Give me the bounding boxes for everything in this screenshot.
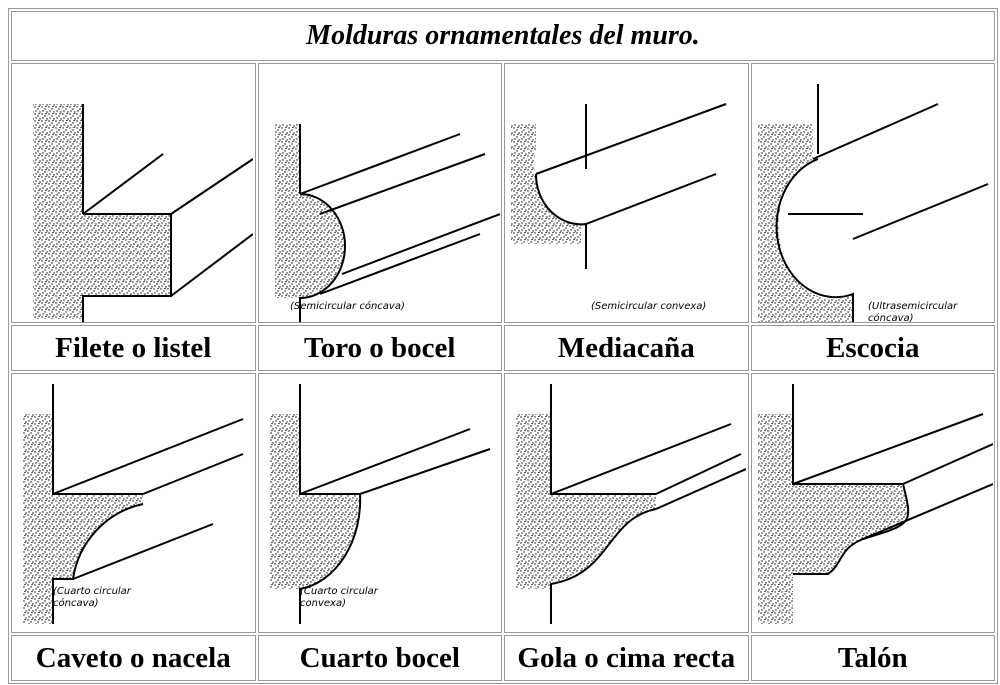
image-row: (Cuarto circular cóncava) (Cuarto circular… [11, 373, 995, 633]
molding-label: Talón [750, 635, 995, 681]
outline [812, 103, 939, 160]
label-row: Filete o listel Toro o bocel Mediacaña Esco… [11, 325, 995, 371]
stipple-fill [516, 414, 657, 589]
drawing-note: cóncava) [868, 312, 914, 322]
molding-drawing: (Semicircular cóncava) [274, 124, 500, 322]
outline [72, 523, 214, 580]
outline [775, 158, 854, 322]
drawing-note: convexa) [300, 598, 346, 609]
molding-label: Filete o listel [11, 325, 256, 371]
title-row: Molduras ornamentales del muro. [11, 11, 995, 61]
outline [319, 233, 481, 295]
image-cell: (Cuarto circular cóncava) [11, 373, 256, 633]
outline [791, 384, 903, 485]
outline [319, 153, 486, 215]
outline [170, 158, 254, 215]
outline [655, 468, 747, 510]
drawing-note: (Ultrasemicircular [868, 301, 958, 312]
outline [299, 428, 471, 495]
outline [359, 448, 491, 495]
outline [550, 508, 657, 624]
molding-label: Caveto o nacela [11, 635, 256, 681]
molding-label: Toro o bocel [257, 325, 502, 371]
outline [862, 483, 993, 540]
outline [535, 103, 727, 175]
image-cell: (Semicircular convexa) [504, 63, 749, 323]
outline [298, 493, 361, 624]
outline [82, 153, 164, 215]
molding-label: Mediacaña [504, 325, 749, 371]
outline [550, 423, 732, 495]
image-cell [504, 373, 749, 633]
stipple-fill [757, 414, 908, 624]
outline [585, 173, 717, 225]
table-title: Molduras ornamentales del muro. [11, 11, 995, 61]
molding-drawing [516, 384, 747, 624]
outline [341, 213, 500, 275]
image-row: (Semicircular cóncava) (Semicircular conv… [11, 63, 995, 323]
drawing-note: cóncava) [53, 597, 99, 609]
molding-drawing [757, 384, 993, 624]
outline [550, 384, 657, 495]
outline [170, 233, 254, 297]
outline [298, 384, 360, 495]
stipple-fill [33, 104, 172, 319]
drawing-note: (Cuarto circular [53, 586, 132, 597]
moldings-table: Molduras ornamentales del muro. (Semicir… [8, 8, 998, 684]
stipple-fill [757, 124, 853, 322]
label-row: Caveto o nacela Cuarto bocel Gola o cima r… [11, 635, 995, 681]
outline [655, 453, 742, 495]
outline [792, 413, 984, 485]
molding-drawing [33, 104, 254, 322]
outline [299, 133, 461, 195]
outline [852, 183, 989, 240]
outline [535, 173, 588, 269]
image-cell: (Cuarto circular convexa) [257, 373, 502, 633]
outline [52, 384, 144, 495]
molding-label: Gola o cima recta [504, 635, 749, 681]
outline [142, 453, 244, 495]
stipple-fill [269, 414, 360, 589]
outline [82, 213, 173, 322]
drawing-note: (Cuarto circular [300, 586, 379, 597]
image-cell: (Ultrasemicircular cóncava) [750, 63, 995, 323]
image-cell [11, 63, 256, 323]
outline [52, 418, 244, 495]
drawing-note: (Semicircular cóncava) [290, 300, 405, 312]
outline [298, 193, 346, 322]
molding-drawing: (Semicircular convexa) [511, 103, 727, 312]
outline [902, 443, 993, 485]
image-cell [750, 373, 995, 633]
drawing-note: (Semicircular convexa) [591, 301, 706, 312]
stipple-fill [274, 124, 345, 298]
molding-label: Escocia [750, 325, 995, 371]
molding-label: Cuarto bocel [257, 635, 502, 681]
image-cell: (Semicircular cóncava) [257, 63, 502, 323]
stipple-fill [511, 124, 582, 244]
